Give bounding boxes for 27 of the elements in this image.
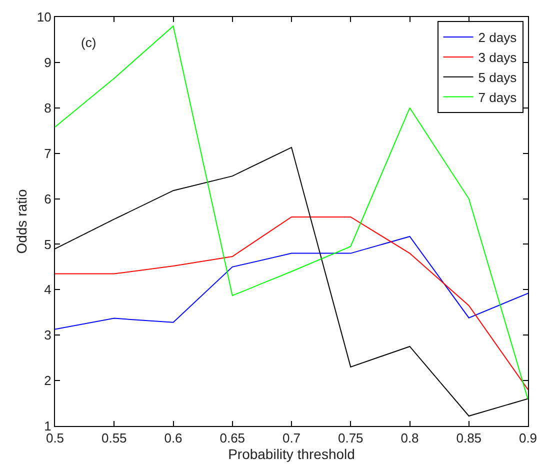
y-tick-label: 9: [44, 54, 52, 70]
y-tick-label: 8: [44, 100, 52, 116]
y-tick-label: 10: [36, 10, 52, 25]
y-axis-title: Odds ratio: [14, 188, 30, 254]
x-tick-label: 0.7: [282, 430, 301, 446]
legend-label: 5 days: [478, 70, 518, 85]
y-tick-label: 5: [44, 236, 52, 252]
y-tick-label: 4: [44, 282, 52, 298]
legend-label: 2 days: [478, 30, 518, 46]
legend-label: 7 days: [478, 90, 518, 105]
line-series: [55, 236, 528, 330]
y-tick-label: 2: [44, 373, 52, 388]
line-series: [55, 216, 528, 390]
x-tick-label: 0.8: [400, 430, 419, 446]
y-tick-label: 6: [44, 191, 52, 206]
legend-label: 3 days: [478, 50, 518, 66]
x-tick-label: 0.9: [518, 430, 538, 446]
annotation: (c): [81, 35, 96, 50]
y-tick-label: 3: [44, 328, 52, 343]
line-series: [55, 26, 528, 400]
y-tick-label: 7: [44, 146, 52, 161]
x-axis-title: Probability threshold: [228, 446, 355, 462]
x-tick-label: 0.65: [220, 430, 246, 446]
x-tick-label: 0.75: [338, 430, 364, 446]
x-tick-label: 0.6: [164, 430, 182, 446]
x-tick-label: 0.85: [456, 430, 482, 446]
x-tick-label: 0.55: [101, 430, 127, 446]
